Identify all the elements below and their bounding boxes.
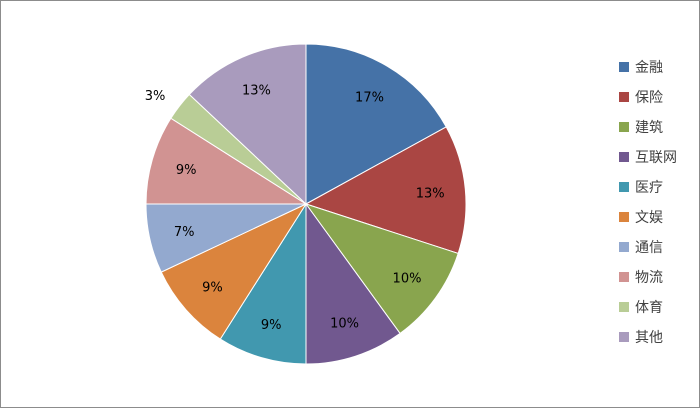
legend-label: 文娱 — [635, 210, 663, 226]
legend-label: 医疗 — [635, 180, 663, 196]
legend-item: 通信 — [619, 240, 663, 256]
pie-slice — [145, 117, 308, 205]
legend-swatch — [619, 152, 629, 162]
legend-label: 建筑 — [635, 120, 663, 136]
pie-slice — [305, 202, 401, 365]
legend-swatch — [619, 62, 629, 72]
legend-item: 物流 — [619, 270, 663, 286]
pie-data-label: 9% — [176, 163, 197, 178]
pie-data-label: 17% — [355, 91, 384, 106]
pie-slices — [145, 43, 467, 365]
legend-label: 体育 — [635, 300, 663, 316]
legend-item: 互联网 — [619, 150, 677, 166]
legend-item: 其他 — [619, 330, 663, 346]
legend-item: 建筑 — [619, 120, 663, 136]
pie-data-label: 10% — [393, 271, 422, 286]
pie-data-label: 9% — [202, 281, 223, 296]
legend-item: 医疗 — [619, 180, 663, 196]
legend-item: 文娱 — [619, 210, 663, 226]
pie-data-label: 7% — [174, 225, 195, 240]
pie-data-label: 3% — [145, 89, 166, 104]
legend-label: 其他 — [635, 330, 663, 346]
legend-swatch — [619, 212, 629, 222]
pie-slice — [305, 43, 447, 205]
legend-swatch — [619, 242, 629, 252]
legend-swatch — [619, 332, 629, 342]
legend-swatch — [619, 122, 629, 132]
pie-slice — [188, 43, 307, 206]
pie-data-label: 13% — [242, 84, 271, 99]
legend-swatch — [619, 182, 629, 192]
legend-item: 金融 — [619, 60, 663, 76]
pie-data-label: 9% — [261, 318, 282, 333]
legend-label: 金融 — [635, 60, 663, 76]
pie-slice — [219, 202, 307, 365]
pie-slice — [304, 126, 467, 255]
legend-swatch — [619, 302, 629, 312]
legend-swatch — [619, 272, 629, 282]
legend-label: 互联网 — [635, 150, 677, 166]
legend-label: 通信 — [635, 240, 663, 256]
pie-data-labels: 17% 13% 10% 10% 9% 9% 7% 9% 3% 13% — [145, 84, 445, 333]
legend-label: 物流 — [635, 270, 663, 286]
legend-label: 保险 — [635, 90, 663, 106]
pie-slice — [160, 202, 308, 340]
legend-swatch — [619, 92, 629, 102]
pie-slice — [304, 203, 459, 335]
legend-item: 保险 — [619, 90, 663, 106]
pie-data-label: 10% — [330, 317, 359, 332]
legend-item: 体育 — [619, 300, 663, 316]
pie-data-label: 13% — [416, 186, 445, 201]
